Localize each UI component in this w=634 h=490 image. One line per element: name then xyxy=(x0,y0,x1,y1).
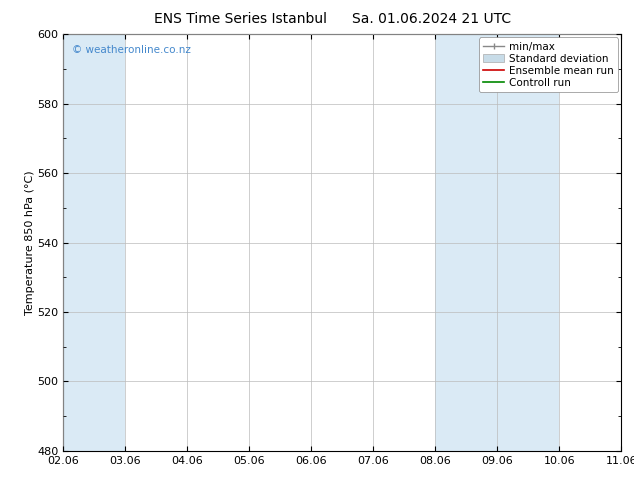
Text: ENS Time Series Istanbul: ENS Time Series Istanbul xyxy=(155,12,327,26)
Bar xyxy=(436,34,559,451)
Text: © weatheronline.co.nz: © weatheronline.co.nz xyxy=(72,45,191,55)
Bar xyxy=(63,34,126,451)
Legend: min/max, Standard deviation, Ensemble mean run, Controll run: min/max, Standard deviation, Ensemble me… xyxy=(479,37,618,92)
Y-axis label: Temperature 850 hPa (°C): Temperature 850 hPa (°C) xyxy=(25,170,34,315)
Bar xyxy=(621,34,634,451)
Text: Sa. 01.06.2024 21 UTC: Sa. 01.06.2024 21 UTC xyxy=(352,12,510,26)
